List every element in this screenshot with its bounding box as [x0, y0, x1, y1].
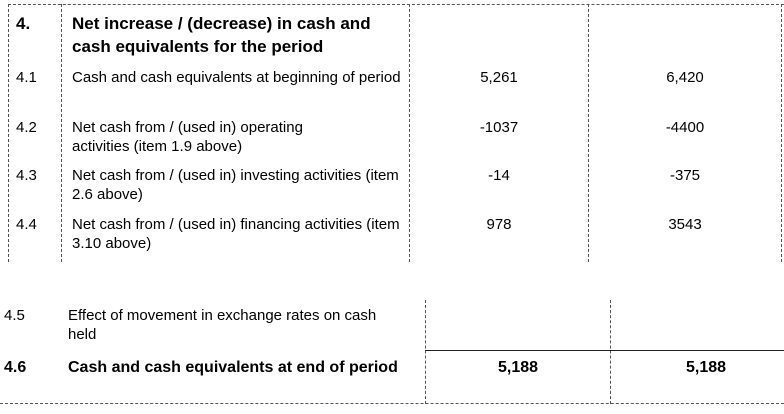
section-number: 4. — [16, 14, 31, 33]
column-divider — [425, 300, 426, 404]
total-row-rule — [425, 350, 784, 351]
prior-period-value: 3543 — [668, 216, 702, 233]
row-label: Net cash from / (used in) operating acti… — [72, 119, 303, 155]
row-label: Cash and cash equivalents at beginning o… — [72, 69, 401, 86]
column-divider — [610, 300, 611, 404]
current-period-value: 5,188 — [497, 359, 539, 376]
row-number: 4.1 — [16, 69, 37, 86]
current-period-value: -14 — [488, 167, 510, 184]
row-number: 4.4 — [16, 216, 37, 233]
row-number: 4.2 — [16, 119, 37, 136]
table-top-border — [8, 4, 784, 5]
column-divider — [61, 4, 62, 262]
current-period-value: -1037 — [479, 119, 519, 136]
current-period-value: 978 — [486, 216, 512, 233]
prior-period-value: 5,188 — [685, 359, 727, 376]
table-bottom-border — [0, 403, 784, 404]
prior-period-value: 6,420 — [666, 69, 704, 86]
prior-period-value: -4400 — [665, 119, 705, 136]
current-period-value: 5,261 — [480, 69, 518, 86]
row-number: 4.3 — [16, 167, 37, 184]
row-label: Effect of movement in exchange rates on … — [68, 307, 377, 343]
prior-period-value: -375 — [669, 167, 701, 184]
column-divider — [588, 4, 589, 262]
section-heading: Net increase / (decrease) in cash and ca… — [72, 14, 371, 56]
row-number: 4.6 — [4, 359, 27, 376]
row-number: 4.5 — [4, 307, 25, 324]
column-divider — [8, 4, 9, 262]
column-divider — [409, 4, 410, 262]
row-label: Cash and cash equivalents at end of peri… — [68, 359, 398, 376]
column-divider — [781, 4, 782, 262]
row-label: Net cash from / (used in) investing acti… — [72, 167, 399, 203]
row-label: Net cash from / (used in) financing acti… — [72, 216, 400, 252]
